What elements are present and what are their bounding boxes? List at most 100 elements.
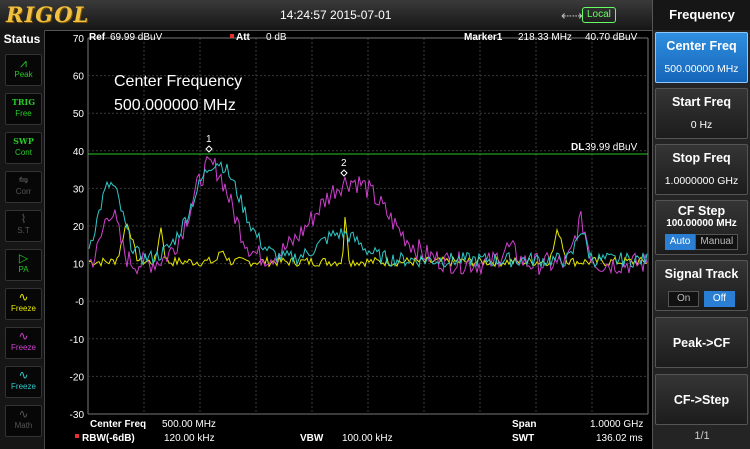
status-s-t-4: ⌇ S.T [5, 210, 42, 242]
dl-value: 39.99 dBuV [585, 142, 638, 153]
start-freq-softkey-value: 0 Hz [690, 119, 713, 131]
cf-to-step-softkey[interactable]: CF->Step [655, 374, 748, 425]
trace-3-line [88, 160, 648, 269]
rbw-label: RBW(-6dB) [82, 433, 135, 444]
stop-freq-softkey-value: 1.0000000 GHz [664, 175, 739, 187]
span-value: 1.0000 GHz [590, 419, 643, 430]
status-item-label: S.T [17, 226, 30, 235]
status-item-label: Peak [14, 70, 33, 79]
y-tick-label: 40 [73, 147, 85, 158]
signal-track-on-toggle[interactable]: On [668, 291, 700, 307]
marker-1-symbol [205, 145, 213, 153]
status-item-label: Free [15, 109, 32, 118]
signal-track-softkey[interactable]: Signal Track On Off [655, 260, 748, 311]
cf-step-softkey[interactable]: CF Step 100.00000 MHz Auto Manual [655, 200, 748, 255]
sweep-icon: SWP [13, 136, 34, 146]
ref-value: 69.99 dBuV [110, 32, 163, 43]
vbw-value: 100.00 kHz [342, 433, 393, 444]
marker-label: Marker1 [464, 32, 503, 43]
peak-to-cf-softkey[interactable]: Peak->CF [655, 317, 748, 368]
marker-2-label: 2 [341, 158, 347, 169]
cf-step-softkey-label: CF Step [677, 204, 726, 218]
status-item-label: Freeze [11, 304, 36, 313]
center-freq-softkey-value: 500.00000 MHz [664, 63, 739, 75]
y-tick-label: 10 [73, 260, 85, 271]
math-icon: ∿ [18, 407, 29, 421]
y-tick-label: 30 [73, 184, 85, 195]
swt-value: 136.02 ms [596, 433, 643, 444]
marker-freq: 218.33 MHz [518, 32, 572, 43]
local-badge: Local [582, 7, 616, 23]
status-math-9: ∿ Math [5, 405, 42, 437]
stop-freq-softkey-label: Stop Freq [672, 151, 731, 165]
st-icon: ⌇ [20, 212, 27, 226]
center-freq-softkey[interactable]: Center Freq 500.00000 MHz [655, 32, 748, 83]
y-tick-label: 50 [73, 109, 85, 120]
status-freeze-8: ∿ Freeze [5, 366, 42, 398]
center-frequency-overlay-title: Center Frequency [114, 73, 242, 90]
att-indicator [230, 34, 234, 38]
att-value: 0 dB [266, 32, 287, 43]
corr-icon: ⇋ [18, 173, 29, 187]
span-label: Span [512, 419, 536, 430]
y-tick-label: 70 [73, 34, 85, 45]
att-label: Att [236, 32, 251, 43]
signal-track-off-toggle[interactable]: Off [703, 291, 735, 307]
start-freq-softkey-label: Start Freq [671, 95, 732, 109]
preamp-icon: ▷ [18, 251, 29, 265]
trace1-icon: ∿ [18, 290, 29, 304]
peak-to-cf-label: Peak->CF [672, 336, 731, 350]
usb-icon: ⇠⇢ [561, 8, 583, 23]
cf-step-manual-toggle[interactable]: Manual [695, 234, 739, 250]
menu-page-indicator: 1/1 [694, 430, 710, 442]
status-corr-3: ⇋ Corr [5, 171, 42, 203]
spectrum-display: 70 60 50 40 30 20 10 -0 -10 -20 -30 Ref 69.99 dBuV… [70, 32, 649, 444]
marker-2-symbol [340, 169, 348, 177]
swt-label: SWT [512, 433, 534, 444]
status-item-label: Cont [15, 148, 32, 157]
marker-level: 40.70 dBuV [585, 32, 638, 43]
status-item-label: Freeze [11, 382, 36, 391]
y-tick-label: 60 [73, 72, 85, 83]
status-pa-5: ▷ PA [5, 249, 42, 281]
center-freq-softkey-label: Center Freq [666, 39, 737, 53]
menu-title: Frequency [653, 0, 750, 30]
stop-freq-softkey[interactable]: Stop Freq 1.0000000 GHz [655, 144, 748, 195]
status-title: Status [3, 32, 41, 46]
status-peak-0: ⩘ Peak [5, 54, 42, 86]
y-tick-label: -10 [70, 335, 85, 346]
peak-wave-icon: ⩘ [20, 56, 27, 70]
center-frequency-overlay-value: 500.000000 MHz [114, 97, 236, 114]
y-tick-label: -30 [70, 410, 85, 421]
trace-2-line [88, 155, 648, 275]
marker-1-label: 1 [206, 134, 212, 145]
y-tick-label: 20 [73, 222, 85, 233]
status-item-label: Freeze [11, 343, 36, 352]
trace2-icon: ∿ [18, 329, 29, 343]
ref-label: Ref [89, 32, 106, 43]
trace-1-line [88, 216, 647, 268]
trig-icon: TRIG [11, 97, 36, 107]
rigol-logo: RIGOL [6, 2, 90, 27]
status-item-label: Math [14, 421, 33, 430]
dl-label: DL [571, 142, 584, 153]
y-tick-label: -0 [75, 297, 84, 308]
signal-track-softkey-label: Signal Track [664, 267, 739, 281]
status-freeze-6: ∿ Freeze [5, 288, 42, 320]
center-freq-value: 500.00 MHz [162, 419, 216, 430]
vbw-label: VBW [300, 433, 324, 444]
y-tick-label: -20 [70, 372, 85, 383]
status-freeze-7: ∿ Freeze [5, 327, 42, 359]
rbw-indicator [75, 434, 79, 438]
trace3-icon: ∿ [18, 368, 29, 382]
cf-step-auto-toggle[interactable]: Auto [664, 234, 696, 250]
center-freq-label: Center Freq [90, 419, 146, 430]
status-item-label: PA [18, 265, 29, 274]
date-time: 14:24:57 2015-07-01 [280, 8, 392, 22]
status-item-label: Corr [15, 187, 32, 196]
status-panel: Status ⩘ Peak TRIG Free SWP Cont ⇋ Corr ⌇ S.T ▷ PA ∿… [0, 30, 45, 449]
cf-step-softkey-value: 100.00000 MHz [666, 218, 737, 229]
rbw-value: 120.00 kHz [164, 433, 215, 444]
status-cont-2: SWP Cont [5, 132, 42, 164]
start-freq-softkey[interactable]: Start Freq 0 Hz [655, 88, 748, 139]
